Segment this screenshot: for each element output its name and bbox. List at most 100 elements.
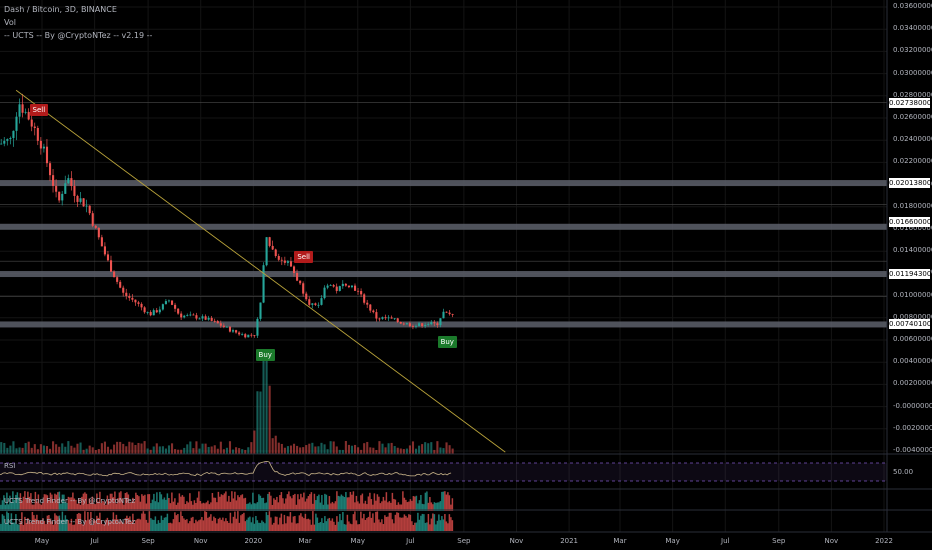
- trend-bar: [249, 502, 251, 511]
- trend-bar: [378, 496, 380, 511]
- trend-bar: [111, 521, 113, 531]
- trend-bar: [175, 515, 178, 531]
- volume-bar: [350, 445, 354, 454]
- trend-bar: [55, 494, 58, 511]
- price-tick-label: 0.02600000: [893, 113, 932, 121]
- trend-bar: [240, 515, 242, 531]
- trend-bar: [246, 519, 248, 531]
- trend-bar: [165, 499, 167, 511]
- volume-bars: [0, 354, 454, 454]
- price-tag: 0.02738000: [889, 97, 932, 108]
- volume-bar: [418, 445, 421, 454]
- trend-bar: [213, 497, 215, 511]
- trend-bar: [3, 515, 5, 531]
- trend-bar: [82, 493, 85, 511]
- trend-panel-label-1[interactable]: UCTS Trend Finder -- By @CryptoNTez: [4, 497, 136, 505]
- indicator-legend[interactable]: -- UCTS -- By @CryptoNTez -- v2.19 --: [4, 31, 153, 40]
- candle: [195, 315, 198, 319]
- volume-bar: [228, 441, 232, 454]
- volume-bar: [183, 447, 186, 454]
- trend-bar: [121, 498, 124, 511]
- price-tick-label: 0.00200000: [893, 379, 932, 388]
- trend-bar: [28, 521, 31, 531]
- trend-bar: [414, 496, 416, 511]
- trend-bar: [373, 522, 376, 531]
- time-tick-label: May: [350, 537, 365, 545]
- trend-bar: [70, 518, 73, 531]
- trend-bar: [13, 522, 16, 531]
- trend-bar: [256, 520, 259, 531]
- trend-bar: [211, 520, 214, 531]
- trend-bar: [276, 516, 278, 531]
- trend-bar: [217, 491, 220, 511]
- trend-bar: [304, 501, 307, 511]
- trend-panel-label-2[interactable]: UCTS Trend Finder -- By @CryptoNTez: [4, 518, 136, 526]
- symbol-legend[interactable]: Dash / Bitcoin, 3D, BINANCE: [4, 5, 117, 14]
- volume-bar: [323, 444, 326, 454]
- volume-bar: [36, 449, 39, 454]
- trend-bar: [447, 492, 449, 511]
- candle: [15, 116, 18, 131]
- trend-bar: [93, 519, 95, 531]
- trend-bar: [189, 521, 191, 531]
- time-tick-label: Jul: [721, 537, 730, 545]
- trend-bar: [49, 492, 52, 511]
- trend-bar: [88, 519, 91, 531]
- trend-bar: [159, 491, 161, 511]
- trend-bar: [150, 503, 152, 511]
- trend-bar: [448, 495, 451, 511]
- trend-bar: [138, 518, 140, 531]
- chart-frame: [0, 0, 932, 533]
- candle: [183, 315, 186, 318]
- candle: [344, 283, 347, 286]
- candle: [268, 237, 271, 246]
- trend-bar: [136, 518, 139, 531]
- volume-bar: [372, 447, 375, 454]
- trend-bar: [451, 498, 454, 511]
- level-bands: [0, 102, 887, 328]
- trend-bar: [190, 501, 193, 511]
- trend-bar: [25, 522, 28, 531]
- trend-bar: [19, 521, 22, 531]
- candle: [143, 307, 146, 313]
- trend-bar: [36, 501, 38, 511]
- candle: [12, 130, 15, 138]
- trend-bar: [19, 493, 22, 511]
- trend-bar: [249, 516, 251, 531]
- trend-bar: [367, 496, 370, 511]
- volume-bar: [231, 449, 235, 454]
- candle: [6, 139, 9, 141]
- price-tag: 0.01194300: [889, 269, 932, 280]
- trend-bar: [339, 513, 341, 531]
- trend-bar: [318, 522, 320, 531]
- trend-bar: [228, 522, 230, 531]
- trend-bar: [220, 519, 223, 531]
- trend-bar: [201, 503, 203, 511]
- rsi-label[interactable]: RSI: [4, 462, 16, 470]
- trend-bar: [366, 504, 368, 511]
- trend-bar: [376, 511, 379, 531]
- trend-bar: [360, 495, 362, 511]
- trend-bar: [429, 497, 431, 511]
- trend-bar: [58, 491, 61, 511]
- time-tick-label: May: [34, 537, 50, 545]
- volume-bar: [198, 448, 201, 454]
- trend-bar: [214, 518, 217, 531]
- volume-legend[interactable]: Vol: [4, 18, 16, 27]
- candle: [363, 294, 366, 303]
- volume-bar: [109, 449, 113, 454]
- trend-bar: [202, 502, 205, 511]
- volume-bar: [430, 442, 433, 454]
- trend-bar: [124, 493, 127, 511]
- trend-bar: [300, 513, 302, 531]
- trend-bar: [186, 501, 188, 511]
- trend-bar: [150, 518, 152, 531]
- trend-bar: [22, 496, 25, 511]
- level-band: [0, 271, 887, 278]
- trendline[interactable]: [15, 89, 506, 453]
- trend-bar: [30, 522, 32, 531]
- trend-bar: [337, 521, 340, 531]
- trend-bar: [261, 520, 263, 531]
- trend-bar: [399, 517, 401, 531]
